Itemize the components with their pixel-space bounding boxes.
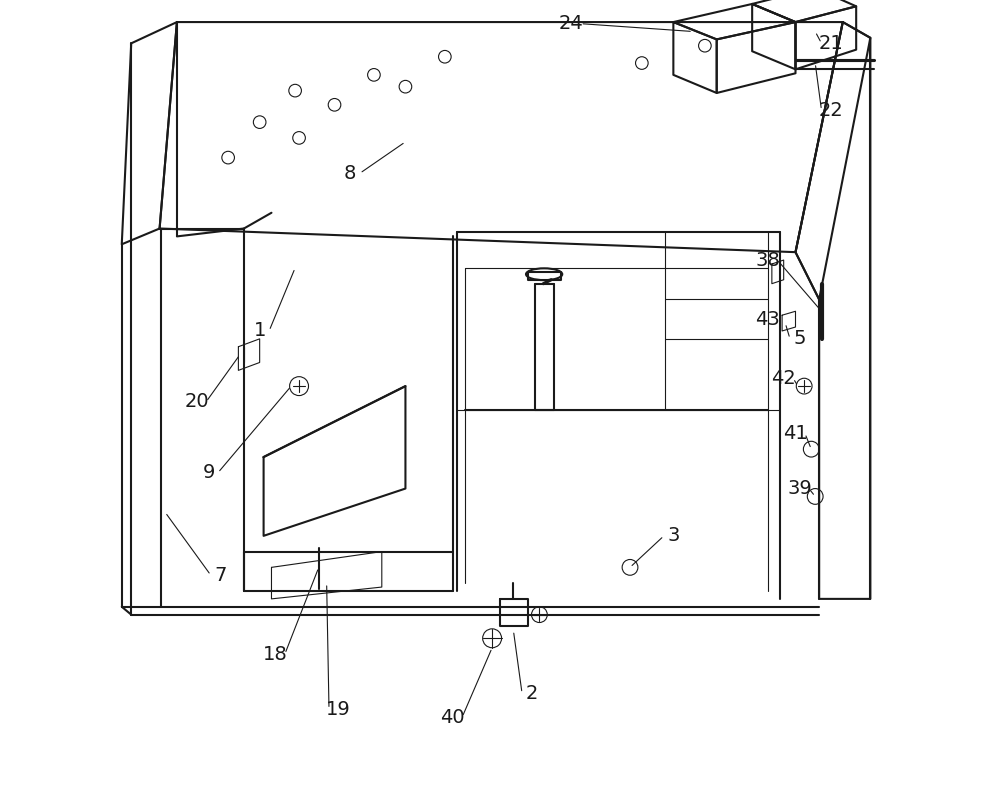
Text: 19: 19 <box>326 700 351 719</box>
Text: 38: 38 <box>756 251 780 269</box>
Text: 5: 5 <box>793 329 806 348</box>
Text: 21: 21 <box>819 34 843 53</box>
Text: 39: 39 <box>787 479 812 498</box>
Text: 40: 40 <box>440 708 465 727</box>
Ellipse shape <box>526 268 562 281</box>
Text: 43: 43 <box>756 310 780 329</box>
Text: 42: 42 <box>771 369 796 388</box>
Text: 9: 9 <box>202 463 215 482</box>
Text: 1: 1 <box>253 322 266 340</box>
Text: 24: 24 <box>559 14 583 33</box>
Text: 22: 22 <box>819 101 843 120</box>
Text: 2: 2 <box>525 684 538 703</box>
Text: 7: 7 <box>214 566 226 585</box>
Text: 3: 3 <box>667 526 680 545</box>
Text: 18: 18 <box>263 645 288 663</box>
Text: 41: 41 <box>783 424 808 443</box>
Text: 8: 8 <box>344 164 356 183</box>
Text: 20: 20 <box>184 392 209 411</box>
